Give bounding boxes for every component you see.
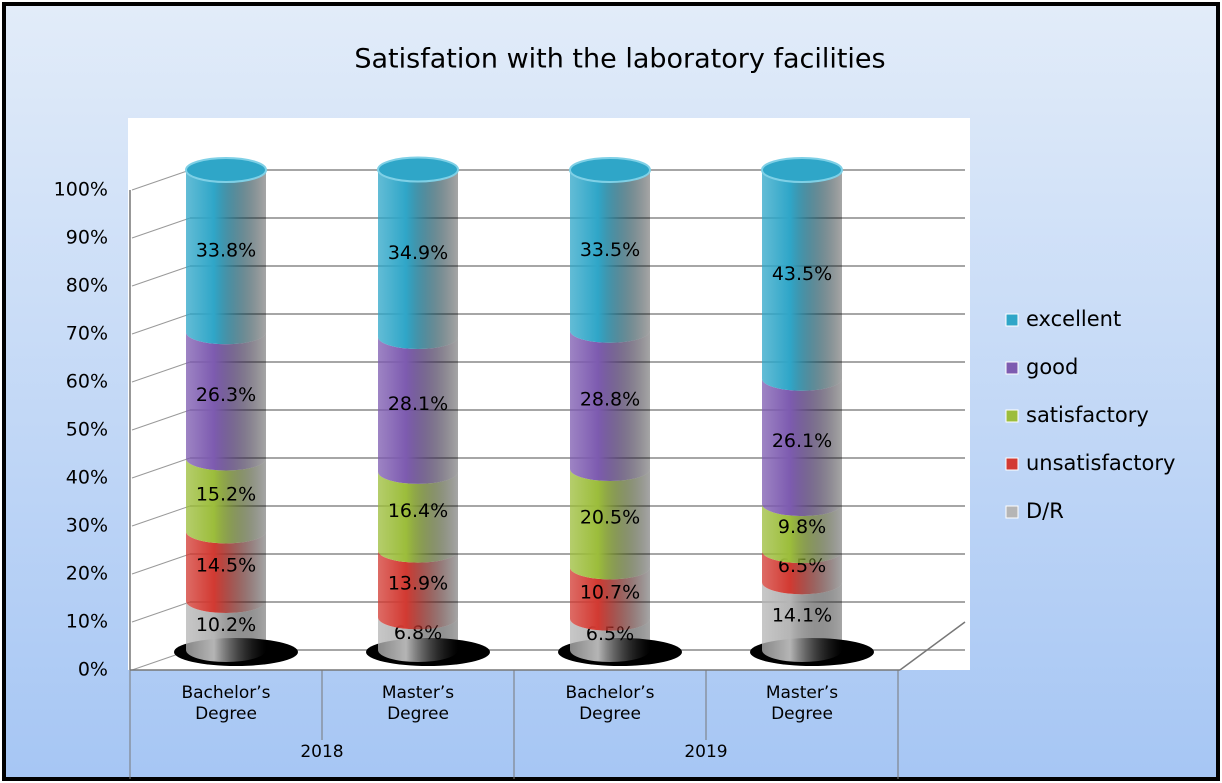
data-label: 26.3%: [196, 384, 256, 406]
cylinder-segment: [570, 330, 650, 482]
data-label: 34.9%: [388, 242, 448, 264]
group-label: 2018: [300, 742, 343, 762]
grid-line: [131, 313, 191, 335]
data-label: 15.2%: [196, 483, 256, 505]
chart-title: Satisfation with the laboratory faciliti…: [354, 44, 885, 75]
cylinder-top: [377, 156, 459, 183]
cylinder-segment: [762, 551, 842, 595]
y-tick-label: 80%: [66, 275, 108, 297]
cylinder-segment: [762, 582, 842, 662]
x-tick-label: Master’s Degree: [381, 683, 455, 724]
legend-label: D/R: [1026, 499, 1064, 523]
y-tick-label: 20%: [66, 563, 108, 585]
cylinder-segment: [186, 458, 266, 544]
data-label: 10.7%: [580, 582, 640, 604]
grid-line: [131, 553, 191, 575]
axis-line: [899, 621, 966, 671]
grid-line: [131, 457, 191, 479]
grid-line: [131, 217, 191, 239]
cylinder-segment: [570, 170, 650, 343]
cylinder-segment: [762, 504, 842, 564]
y-tick-label: 10%: [66, 611, 108, 633]
data-label: 20.5%: [580, 507, 640, 529]
grid-line: [131, 409, 191, 431]
data-label: 33.5%: [580, 239, 640, 261]
cylinder-segment: [186, 332, 266, 471]
y-tick-label: 90%: [66, 227, 108, 249]
cylinder-segment: [570, 469, 650, 580]
legend-swatch: [1005, 457, 1019, 471]
cylinder-top: [761, 157, 843, 183]
data-label: 10.2%: [196, 614, 256, 636]
grid-line: [131, 505, 191, 527]
x-tick-label: Bachelor’s Degree: [181, 683, 271, 724]
data-label: 28.1%: [388, 393, 448, 415]
data-label: 9.8%: [778, 516, 826, 538]
y-tick-label: 30%: [66, 515, 108, 537]
y-tick-label: 50%: [66, 419, 108, 441]
cylinder-segment: [186, 601, 266, 662]
legend-label: excellent: [1026, 307, 1121, 331]
cylinder-top: [569, 157, 651, 183]
data-label: 43.5%: [772, 263, 832, 285]
data-label: 16.4%: [388, 500, 448, 522]
cylinder-segment: [378, 550, 458, 630]
y-tick-label: 60%: [66, 371, 108, 393]
cylinder-segment: [378, 617, 458, 662]
data-label: 14.5%: [196, 555, 256, 577]
grid-line: [131, 265, 191, 287]
grid-line: [131, 169, 191, 191]
cylinder-segment: [186, 531, 266, 614]
data-label: 13.9%: [388, 573, 448, 595]
cylinder-segment: [762, 170, 842, 391]
data-label: 33.8%: [196, 240, 256, 262]
legend-label: good: [1026, 355, 1078, 379]
group-label: 2019: [684, 742, 727, 762]
legend-swatch: [1005, 313, 1019, 327]
y-tick-label: 0%: [78, 659, 108, 681]
cylinder-segment: [378, 337, 458, 484]
cylinder-segment: [570, 618, 650, 662]
cylinder-segment: [762, 378, 842, 517]
legend-swatch: [1005, 409, 1019, 423]
grid-line: [131, 361, 191, 383]
x-tick-label: Bachelor’s Degree: [565, 683, 655, 724]
cylinder-segment: [570, 567, 650, 631]
data-label: 26.1%: [772, 430, 832, 452]
legend-swatch: [1005, 361, 1019, 375]
grid-line: [131, 601, 191, 623]
cylinder-top: [185, 157, 267, 183]
y-tick-label: 70%: [66, 323, 108, 345]
data-label: 28.8%: [580, 388, 640, 410]
cylinder-segment: [378, 471, 458, 563]
data-label: 14.1%: [772, 605, 832, 627]
y-tick-label: 40%: [66, 467, 108, 489]
y-tick-label: 100%: [54, 179, 108, 201]
legend-label: satisfactory: [1026, 403, 1149, 427]
x-tick-label: Master’s Degree: [765, 683, 839, 724]
cylinder-segment: [186, 170, 266, 345]
legend-label: unsatisfactory: [1026, 451, 1175, 475]
cylinder-segment: [378, 169, 458, 350]
legend-swatch: [1005, 505, 1019, 519]
